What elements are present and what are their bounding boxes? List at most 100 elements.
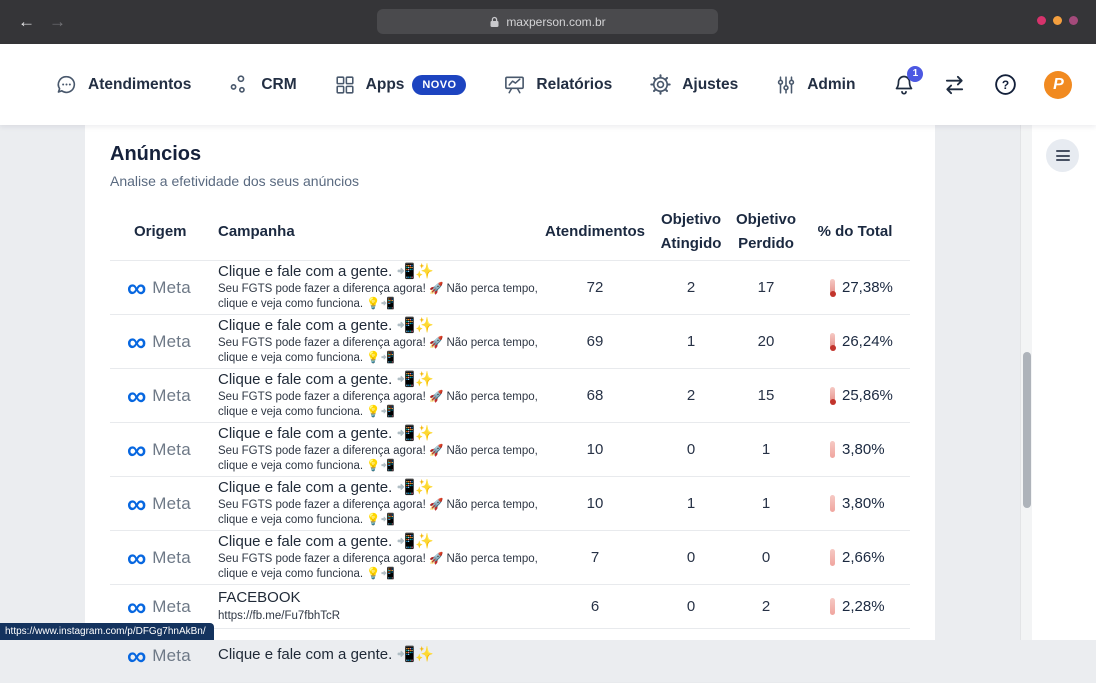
percent-cell: 27,38% — [800, 279, 910, 296]
grid-icon — [334, 74, 356, 96]
objetivo-atingido-value: 1 — [650, 333, 732, 350]
percent-cell: 26,24% — [800, 333, 910, 350]
table-body: ∞ Meta Clique e fale com a gente. 📲✨ Seu… — [110, 261, 910, 683]
campaign-title: Clique e fale com a gente. 📲✨ — [218, 371, 540, 390]
campaign-subtitle: Seu FGTS pode fazer a diferença agora! 🚀… — [218, 336, 540, 366]
nav-label: Apps — [366, 76, 405, 94]
header-objetivo-perdido: Objetivo Perdido — [732, 208, 800, 255]
dot-orange — [1053, 16, 1062, 25]
campanha-cell: Clique e fale com a gente. 📲✨ — [218, 646, 540, 666]
page-background: Anúncios Analise a efetividade dos seus … — [0, 125, 1096, 640]
percent-value: 3,80% — [842, 495, 885, 512]
presentation-chart-icon — [503, 73, 526, 96]
meta-logo-icon: ∞ — [127, 441, 146, 459]
nav-item-atendimentos[interactable]: Atendimentos — [55, 73, 191, 96]
percent-value: 3,80% — [842, 441, 885, 458]
percent-value: 27,38% — [842, 279, 893, 296]
campaign-subtitle: https://fb.me/Fu7fbhTcR — [218, 609, 540, 624]
objetivo-perdido-value: 17 — [732, 279, 800, 296]
nav-item-relatorios[interactable]: Relatórios — [503, 73, 612, 96]
objetivo-perdido-value: 0 — [732, 549, 800, 566]
page-title: Anúncios — [110, 143, 935, 166]
objetivo-perdido-value: 1 — [732, 495, 800, 512]
meta-logo-icon: ∞ — [127, 387, 146, 405]
meta-logo-icon: ∞ — [127, 279, 146, 297]
vertical-scrollbar[interactable] — [1020, 125, 1032, 640]
table-row[interactable]: ∞ Meta Clique e fale com a gente. 📲✨ Seu… — [110, 315, 910, 369]
notifications-button[interactable]: 1 — [892, 73, 916, 97]
novo-badge: NOVO — [412, 75, 466, 95]
campanha-cell: Clique e fale com a gente. 📲✨ Seu FGTS p… — [218, 533, 540, 583]
transfer-button[interactable] — [942, 74, 967, 96]
atendimentos-value: 7 — [540, 549, 650, 566]
objetivo-atingido-value: 0 — [650, 598, 732, 615]
table-header-row: Origem Campanha Atendimentos Objetivo At… — [110, 203, 910, 261]
trend-down-icon — [830, 598, 835, 615]
percent-value: 26,24% — [842, 333, 893, 350]
meta-logo-icon: ∞ — [127, 549, 146, 567]
origem-cell: ∞ Meta — [110, 278, 218, 298]
header-origem: Origem — [110, 223, 218, 240]
chat-ellipsis-icon — [55, 73, 78, 96]
campaign-subtitle: Seu FGTS pode fazer a diferença agora! 🚀… — [218, 390, 540, 420]
browser-extension-dots[interactable] — [1037, 16, 1078, 25]
nav-item-apps[interactable]: Apps NOVO — [334, 74, 467, 96]
atendimentos-value: 68 — [540, 387, 650, 404]
campaign-title: Clique e fale com a gente. 📲✨ — [218, 479, 540, 498]
trend-down-icon — [830, 333, 835, 350]
meta-logo-text: Meta — [152, 332, 191, 352]
page-subtitle: Analise a efetividade dos seus anúncios — [110, 173, 935, 189]
campanha-cell: FACEBOOK https://fb.me/Fu7fbhTcR — [218, 589, 540, 624]
right-gutter — [935, 125, 1020, 640]
table-row[interactable]: ∞ Meta Clique e fale com a gente. 📲✨ Seu… — [110, 531, 910, 585]
nav-item-crm[interactable]: CRM — [228, 73, 296, 96]
table-row[interactable]: ∞ Meta Clique e fale com a gente. 📲✨ Seu… — [110, 369, 910, 423]
trend-down-icon — [830, 495, 835, 512]
origem-cell: ∞ Meta — [110, 597, 218, 617]
campaign-title: Clique e fale com a gente. 📲✨ — [218, 263, 540, 282]
help-button[interactable]: ? — [993, 72, 1018, 97]
atendimentos-value: 69 — [540, 333, 650, 350]
nav-item-ajustes[interactable]: Ajustes — [649, 73, 738, 96]
table-row[interactable]: ∞ Meta Clique e fale com a gente. 📲✨ Seu… — [110, 261, 910, 315]
app-navbar: Atendimentos CRM Apps NOVO Relatórios — [0, 44, 1096, 125]
atendimentos-value: 72 — [540, 279, 650, 296]
lock-icon — [489, 16, 500, 28]
origem-cell: ∞ Meta — [110, 440, 218, 460]
browser-chrome: ← → maxperson.com.br — [0, 0, 1096, 44]
percent-cell: 2,28% — [800, 598, 910, 615]
hamburger-icon — [1056, 150, 1070, 152]
meta-logo-text: Meta — [152, 548, 191, 568]
address-bar[interactable]: maxperson.com.br — [377, 9, 718, 34]
atendimentos-value: 6 — [540, 598, 650, 615]
nav-label: Admin — [807, 76, 855, 94]
svg-text:?: ? — [1002, 78, 1009, 92]
menu-toggle-button[interactable] — [1046, 139, 1079, 172]
trend-down-icon — [830, 387, 835, 404]
campanha-cell: Clique e fale com a gente. 📲✨ Seu FGTS p… — [218, 263, 540, 313]
percent-cell: 3,80% — [800, 495, 910, 512]
nav-label: Relatórios — [536, 76, 612, 94]
origem-cell: ∞ Meta — [110, 494, 218, 514]
table-row[interactable]: ∞ Meta Clique e fale com a gente. 📲✨ — [110, 629, 910, 683]
percent-cell: 2,66% — [800, 549, 910, 566]
table-row[interactable]: ∞ Meta Clique e fale com a gente. 📲✨ Seu… — [110, 423, 910, 477]
origem-cell: ∞ Meta — [110, 386, 218, 406]
nav-item-admin[interactable]: Admin — [775, 74, 855, 96]
percent-value: 25,86% — [842, 387, 893, 404]
meta-logo-text: Meta — [152, 386, 191, 406]
campaign-subtitle: Seu FGTS pode fazer a diferença agora! 🚀… — [218, 498, 540, 528]
objetivo-perdido-value: 1 — [732, 441, 800, 458]
swap-arrows-icon — [942, 74, 967, 96]
scrollbar-thumb[interactable] — [1023, 352, 1031, 508]
trend-down-icon — [830, 549, 835, 566]
table-row[interactable]: ∞ Meta Clique e fale com a gente. 📲✨ Seu… — [110, 477, 910, 531]
avatar[interactable]: P — [1044, 71, 1072, 99]
browser-forward-button[interactable]: → — [49, 12, 66, 32]
campaign-subtitle: Seu FGTS pode fazer a diferença agora! 🚀… — [218, 552, 540, 582]
campanha-cell: Clique e fale com a gente. 📲✨ Seu FGTS p… — [218, 479, 540, 529]
browser-back-button[interactable]: ← — [18, 12, 35, 32]
ads-table: Origem Campanha Atendimentos Objetivo At… — [110, 203, 910, 683]
table-row[interactable]: ∞ Meta FACEBOOK https://fb.me/Fu7fbhTcR … — [110, 585, 910, 629]
atendimentos-value: 10 — [540, 441, 650, 458]
